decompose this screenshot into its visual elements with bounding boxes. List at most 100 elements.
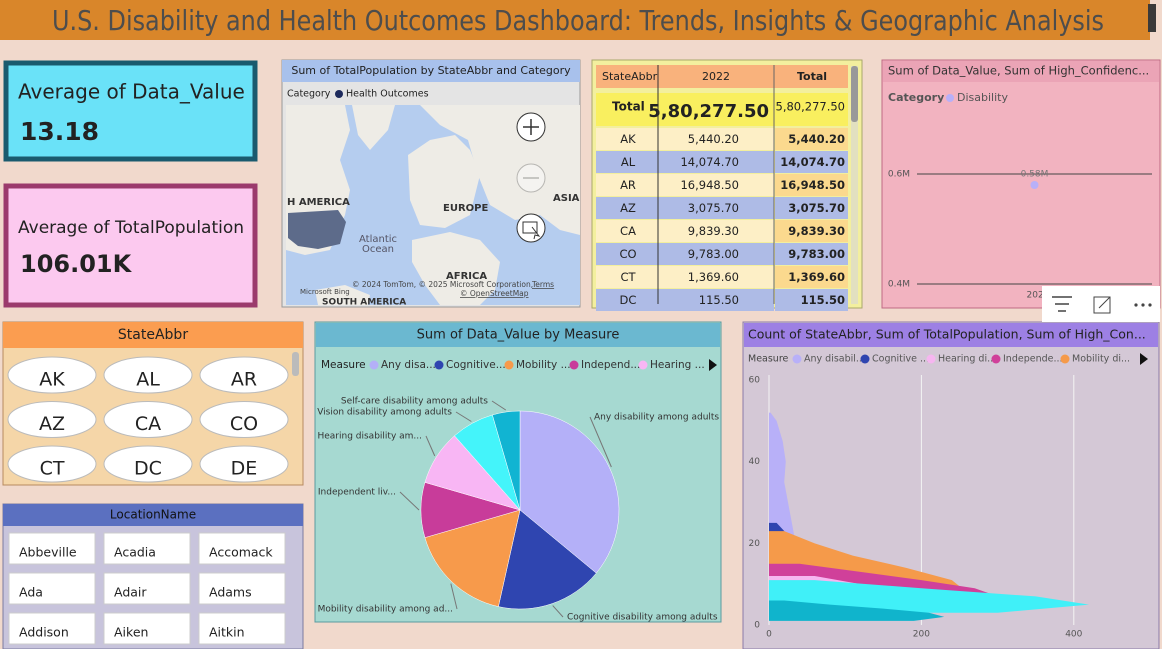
- slicer-title: LocationName: [110, 508, 196, 522]
- area: [769, 580, 1090, 613]
- y-tick-label: 20: [749, 539, 761, 549]
- slicer-item[interactable]: [103, 445, 193, 483]
- table-cell: 3,075.70: [788, 201, 845, 215]
- filter-button[interactable]: [1052, 296, 1072, 312]
- slice-label: Mobility disability among ad...: [318, 605, 453, 615]
- map-osm[interactable]: © OpenStreetMap: [460, 289, 529, 298]
- select-tool[interactable]: [516, 213, 546, 243]
- slicer-item-label: Accomack: [209, 545, 273, 560]
- map-region: [288, 210, 346, 249]
- table-total-cell: [775, 197, 848, 219]
- dashboard-title: U.S. Disability and Health Outcomes Dash…: [52, 4, 1104, 37]
- zoom-out[interactable]: [516, 163, 546, 193]
- card-value: 13.18: [20, 117, 99, 146]
- chart-title-bar: [883, 61, 1159, 82]
- slicer-item[interactable]: [198, 612, 286, 645]
- slicer-header: [3, 504, 303, 526]
- table-cell: 16,948.50: [680, 178, 739, 192]
- legend-dot: [638, 360, 648, 370]
- legend-next[interactable]: [1140, 353, 1148, 365]
- table-cell: DC: [620, 293, 637, 307]
- legend-item: Mobility ...: [516, 359, 571, 371]
- table-cell: CA: [620, 224, 636, 238]
- map-attribution: © 2024 TomTom, © 2025 Microsoft Corporat…: [352, 280, 533, 289]
- legend-item: Mobility di...: [1072, 354, 1130, 365]
- table-total-cell: [775, 174, 848, 196]
- map-label: H AMERICA: [287, 197, 350, 208]
- header-bar: [0, 0, 1150, 40]
- map-land: [315, 285, 370, 305]
- table-cell: AR: [620, 178, 636, 192]
- legend-item: Cognitive ...: [872, 354, 929, 365]
- slicer-item[interactable]: [8, 572, 96, 605]
- slicer-item[interactable]: [8, 532, 96, 565]
- slicer-item[interactable]: [103, 356, 193, 394]
- x-tick-label: 0: [766, 630, 772, 640]
- slice-label: Any disability among adults: [594, 413, 719, 423]
- slicer-item[interactable]: [7, 445, 97, 483]
- map-land: [408, 135, 480, 228]
- legend-title: Category: [888, 91, 944, 104]
- table-total-label: Total: [612, 100, 645, 114]
- table-row: [596, 289, 774, 311]
- chart-title: Sum of Data_Value by Measure: [417, 328, 620, 343]
- pie-slice: [424, 509, 521, 607]
- x-tick-label: 400: [1065, 630, 1082, 640]
- map-legend-title: Category: [287, 89, 331, 100]
- x-tick-label: 200: [913, 630, 930, 640]
- table-header: StateAbbr: [602, 70, 658, 83]
- map-land: [412, 232, 500, 305]
- legend-item: Any disabil...: [804, 354, 865, 365]
- slicer-item[interactable]: [8, 612, 96, 645]
- table-header: 2022: [702, 70, 730, 83]
- slice-label: Vision disability among adults: [317, 408, 452, 418]
- slicer-title: StateAbbr: [118, 327, 188, 343]
- leader-line: [552, 605, 564, 618]
- slicer-scrollbar[interactable]: [292, 352, 299, 376]
- card-value: 106.01K: [20, 250, 133, 278]
- slicer-item[interactable]: [7, 356, 97, 394]
- table-cell: 115.50: [699, 293, 739, 307]
- legend-dot: [434, 360, 444, 370]
- slicer-item[interactable]: [103, 401, 193, 438]
- legend-item: Independe...: [1003, 354, 1063, 365]
- slicer-item[interactable]: [199, 356, 289, 394]
- zoom-in[interactable]: [516, 112, 546, 142]
- more-options-button[interactable]: [1134, 303, 1152, 307]
- slicer-item-label: Addison: [19, 625, 69, 640]
- card-label: Average of Data_Value: [18, 80, 245, 104]
- map-land: [352, 105, 395, 150]
- slice-label: Hearing disability am...: [317, 432, 422, 442]
- slicer-item[interactable]: [103, 532, 191, 565]
- map-label: AFRICA: [446, 271, 487, 282]
- slicer-item[interactable]: [198, 532, 286, 565]
- pie-slice: [492, 410, 521, 511]
- slicer-item[interactable]: [199, 401, 289, 438]
- map-terms[interactable]: Terms: [531, 280, 554, 289]
- table-cell: 5,440.20: [788, 132, 845, 146]
- table-row: [596, 197, 774, 219]
- slicer-item[interactable]: [103, 612, 191, 645]
- scrollbar-thumb[interactable]: [851, 66, 858, 122]
- leader-line: [425, 435, 436, 457]
- table-cell: 115.50: [801, 293, 845, 307]
- map-title: Sum of TotalPopulation by StateAbbr and …: [291, 64, 571, 77]
- table-cell: 14,074.70: [780, 155, 845, 169]
- focus-mode-button[interactable]: [1093, 296, 1111, 314]
- legend-next[interactable]: [709, 359, 717, 371]
- scrollbar-track: [851, 66, 858, 304]
- legend-item: Hearing ...: [650, 359, 705, 371]
- leader-line: [450, 583, 458, 610]
- slicer-item[interactable]: [198, 572, 286, 605]
- slice-label: Independent liv...: [318, 488, 396, 498]
- card: [3, 60, 258, 162]
- slicer-item[interactable]: [103, 572, 191, 605]
- legend-item: Any disa...: [381, 359, 436, 371]
- slicer-item[interactable]: [7, 401, 97, 438]
- table-row: [596, 174, 774, 196]
- chart-title: Count of StateAbbr, Sum of TotalPopulati…: [748, 327, 1146, 342]
- slicer-item[interactable]: [199, 445, 289, 483]
- data-label: 0.58M: [1021, 170, 1049, 180]
